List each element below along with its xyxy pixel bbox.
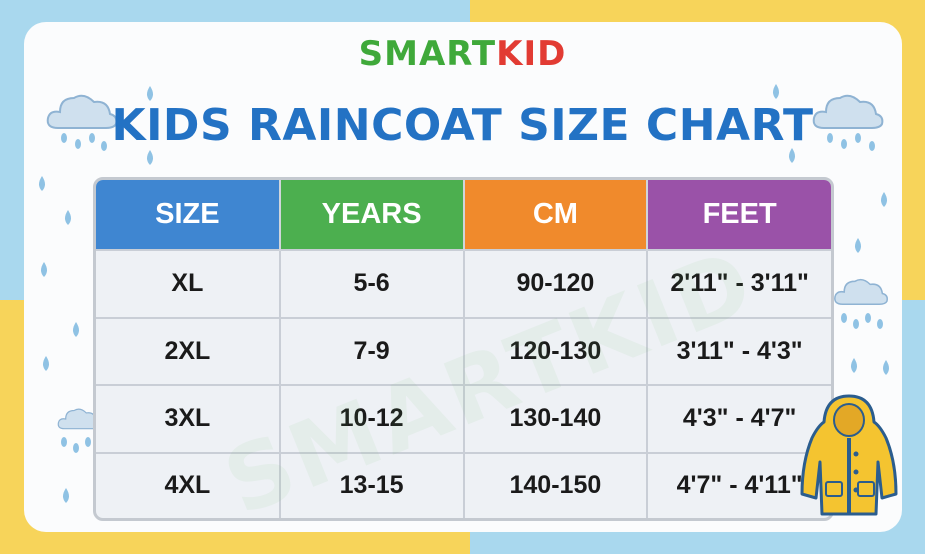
cell-cm: 130-140 xyxy=(463,384,649,453)
cell-cm: 90-120 xyxy=(463,249,649,318)
cell-years: 13-15 xyxy=(279,451,465,518)
brand-logo-part2: KID xyxy=(496,34,567,74)
cell-feet: 4'3" - 4'7" xyxy=(647,384,831,453)
cell-size: 3XL xyxy=(96,384,281,453)
cell-size: XL xyxy=(96,249,281,318)
cell-feet: 3'11" - 4'3" xyxy=(647,316,831,386)
cell-size: 2XL xyxy=(96,316,281,386)
cell-years: 10-12 xyxy=(279,384,465,453)
cloud-icon xyxy=(46,94,118,129)
raindrop-icon xyxy=(73,322,79,337)
cell-feet: 2'11" - 3'11" xyxy=(647,249,831,318)
rain-drops-icon xyxy=(841,313,883,329)
cell-years: 7-9 xyxy=(279,316,465,386)
raindrop-icon xyxy=(851,358,857,373)
raindrop-icon xyxy=(773,84,779,99)
rain-drops-icon xyxy=(61,437,91,453)
table-row: 2XL 7-9 120-130 3'11" - 4'3" xyxy=(96,316,831,386)
rain-drops-icon xyxy=(827,133,875,151)
raindrop-icon xyxy=(43,356,49,371)
header-cm: CM xyxy=(463,180,649,250)
raindrop-icon xyxy=(39,176,45,191)
brand-logo: SMARTKID xyxy=(0,34,925,74)
cell-feet: 4'7" - 4'11" xyxy=(647,451,831,518)
brand-logo-part1: SMART xyxy=(358,34,497,74)
table-header-row: SIZE YEARS CM FEET xyxy=(96,180,831,250)
table-row: 3XL 10-12 130-140 4'3" - 4'7" xyxy=(96,384,831,453)
raindrop-icon xyxy=(789,148,795,163)
table-row: XL 5-6 90-120 2'11" - 3'11" xyxy=(96,249,831,318)
table-row: 4XL 13-15 140-150 4'7" - 4'11" xyxy=(96,451,831,518)
cloud-icon xyxy=(834,278,888,305)
raindrop-icon xyxy=(883,360,889,375)
raindrop-icon xyxy=(147,86,153,101)
raindrop-icon xyxy=(855,238,861,253)
size-table: SIZE YEARS CM FEET XL 5-6 90-120 2'11" -… xyxy=(93,177,834,521)
raindrop-icon xyxy=(41,262,47,277)
raindrop-icon xyxy=(147,150,153,165)
raindrop-icon xyxy=(65,210,71,225)
cell-years: 5-6 xyxy=(279,249,465,318)
cell-cm: 120-130 xyxy=(463,316,649,386)
cell-cm: 140-150 xyxy=(463,451,649,518)
page-title: KIDS RAINCOAT SIZE CHART xyxy=(111,100,814,151)
cell-size: 4XL xyxy=(96,451,281,518)
header-size: SIZE xyxy=(96,180,281,250)
header-years: YEARS xyxy=(279,180,465,250)
header-feet: FEET xyxy=(647,180,831,250)
raindrop-icon xyxy=(881,192,887,207)
rain-drops-icon xyxy=(61,133,107,151)
raincoat-icon xyxy=(800,394,898,516)
cloud-icon xyxy=(812,94,884,129)
raindrop-icon xyxy=(63,488,69,503)
